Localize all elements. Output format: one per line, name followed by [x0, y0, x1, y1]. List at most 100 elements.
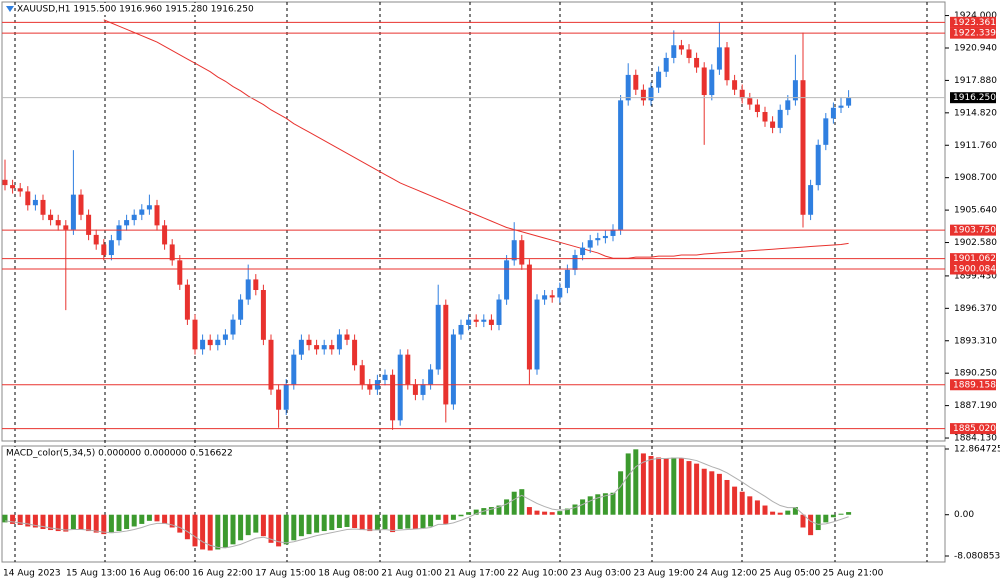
candle-body	[511, 240, 517, 261]
y-tick-label: 1920.940	[954, 43, 997, 53]
candle-body	[815, 144, 821, 186]
level-label-bg	[950, 16, 996, 28]
candle-body	[230, 319, 236, 335]
candle-body	[838, 105, 844, 108]
macd-bar	[777, 512, 783, 515]
x-tick-label: 17 Aug 15:00	[255, 569, 316, 579]
candle-body	[184, 284, 190, 320]
macd-bar	[184, 514, 190, 540]
level-label: 1900.084	[953, 264, 996, 274]
macd-bar	[412, 514, 418, 530]
candle-body	[557, 287, 563, 298]
macd-bar	[724, 479, 730, 515]
candle-body	[754, 104, 760, 112]
level-label-bg	[950, 27, 996, 39]
macd-bar	[557, 511, 563, 515]
level-label: 1922.339	[953, 29, 996, 39]
candle-body	[162, 225, 168, 245]
candle-body	[420, 384, 426, 395]
level-label-bg	[950, 224, 996, 236]
candle-body	[298, 339, 304, 355]
macd-bar	[572, 504, 578, 515]
macd-bar	[25, 514, 31, 527]
macd-bar	[336, 514, 342, 529]
candle-body	[481, 319, 487, 322]
macd-bar	[823, 514, 829, 523]
macd-bar	[215, 514, 221, 550]
candle-body	[397, 354, 403, 421]
candle-body	[276, 389, 282, 410]
candle-body	[238, 299, 244, 320]
macd-bar	[701, 468, 707, 515]
macd-bar	[640, 453, 646, 515]
macd-bar	[321, 514, 327, 532]
macd-bar	[663, 458, 669, 515]
candle-body	[572, 255, 578, 270]
y-tick-label: 12.864725	[954, 445, 1000, 455]
candle-body	[534, 299, 540, 370]
macd-bar	[63, 514, 69, 532]
macd-bar	[382, 514, 388, 530]
candle-body	[747, 98, 753, 105]
macd-bar	[526, 507, 532, 515]
price-label: 1916.250	[953, 93, 996, 103]
macd-bar	[762, 505, 768, 515]
macd-bar	[17, 514, 23, 525]
candle-body	[724, 47, 730, 81]
macd-bar	[785, 510, 791, 515]
candle-body	[846, 97, 852, 106]
macd-bar	[139, 514, 145, 524]
macd-bar	[443, 514, 449, 524]
candle-body	[268, 339, 274, 390]
macd-bar	[747, 496, 753, 515]
macd-bar	[815, 514, 821, 531]
y-tick-label: 1911.760	[954, 141, 997, 151]
macd-title: MACD_color(5,34,5) 0.000000 0.000000 0.5…	[6, 449, 233, 459]
candle-body	[63, 225, 69, 230]
macd-bar	[504, 499, 510, 515]
candle-body	[344, 334, 350, 340]
macd-bar	[101, 514, 107, 535]
x-tick-label: 22 Aug 10:00	[507, 569, 568, 579]
macd-bar	[534, 510, 540, 515]
candle-body	[116, 225, 122, 241]
macd-bar	[549, 512, 555, 515]
candle-body	[169, 244, 175, 261]
candle-body	[443, 304, 449, 405]
macd-bar	[374, 514, 380, 531]
macd-bar	[587, 496, 593, 515]
candle-body	[625, 74, 631, 101]
x-tick-label: 18 Aug 08:00	[318, 569, 379, 579]
candle-body	[473, 319, 479, 322]
macd-bar	[511, 491, 517, 515]
macd-bar	[238, 514, 244, 541]
candle-body	[10, 185, 16, 189]
macd-bar	[245, 514, 251, 536]
macd-bar	[656, 457, 662, 515]
x-tick-label: 24 Aug 12:00	[697, 569, 758, 579]
macd-bar	[177, 514, 183, 533]
macd-bar	[420, 514, 426, 529]
candle-body	[732, 80, 738, 90]
candle-body	[595, 238, 601, 241]
candle-body	[610, 229, 616, 236]
candle-body	[48, 214, 54, 221]
candle-body	[321, 345, 327, 350]
candle-body	[70, 194, 76, 230]
y-tick-label: 1884.130	[954, 434, 997, 444]
candle-body	[336, 334, 342, 350]
candle-body	[770, 121, 776, 128]
candle-body	[291, 354, 297, 385]
macd-bar	[230, 514, 236, 545]
macd-bar	[283, 514, 289, 545]
macd-bar	[146, 514, 152, 521]
candle-body	[504, 260, 510, 300]
macd-bar	[709, 471, 715, 515]
title-bg	[16, 3, 238, 15]
candle-body	[686, 49, 692, 58]
candle-body	[542, 295, 548, 300]
candle-body	[382, 374, 388, 381]
macd-bar	[367, 514, 373, 532]
